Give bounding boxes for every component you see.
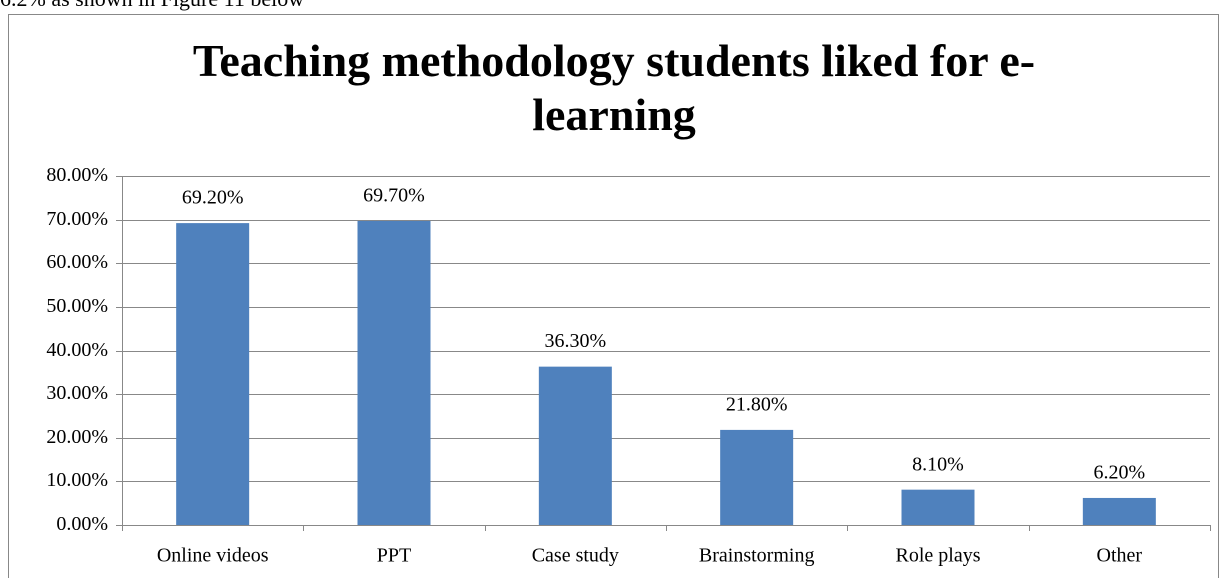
bar — [901, 489, 975, 525]
x-tick-label: PPT — [377, 545, 411, 567]
context-text: 6.2% as shown in Figure 11 below — [0, 0, 304, 12]
bar — [720, 429, 794, 525]
x-tick-label: Other — [1097, 545, 1143, 567]
data-label: 69.20% — [182, 187, 244, 209]
data-label: 8.10% — [912, 453, 964, 475]
y-tick-label: 40.00% — [46, 339, 108, 361]
chart-title: Teaching methodology students liked for … — [192, 35, 1036, 140]
bar — [1082, 497, 1156, 525]
y-tick-label: 30.00% — [46, 382, 108, 404]
x-tick-label: Role plays — [896, 545, 981, 567]
bar — [357, 220, 431, 525]
x-tick-label: Brainstorming — [699, 545, 815, 567]
y-tick-label: 20.00% — [46, 426, 108, 448]
bar — [538, 366, 612, 525]
data-label: 6.20% — [1093, 462, 1145, 484]
y-tick-label: 70.00% — [46, 208, 108, 230]
y-tick-label: 80.00% — [46, 164, 108, 186]
data-label: 69.70% — [363, 185, 425, 207]
data-label: 36.30% — [544, 330, 606, 352]
x-tick-label: Online videos — [157, 545, 269, 567]
y-tick-label: 60.00% — [46, 251, 108, 273]
y-tick-label: 10.00% — [46, 469, 108, 491]
chart-border — [8, 14, 1219, 578]
y-tick-label: 0.00% — [56, 513, 108, 535]
data-label: 21.80% — [726, 393, 788, 415]
x-tick-label: Case study — [532, 545, 619, 567]
bar — [176, 223, 250, 526]
y-tick-label: 50.00% — [46, 295, 108, 317]
